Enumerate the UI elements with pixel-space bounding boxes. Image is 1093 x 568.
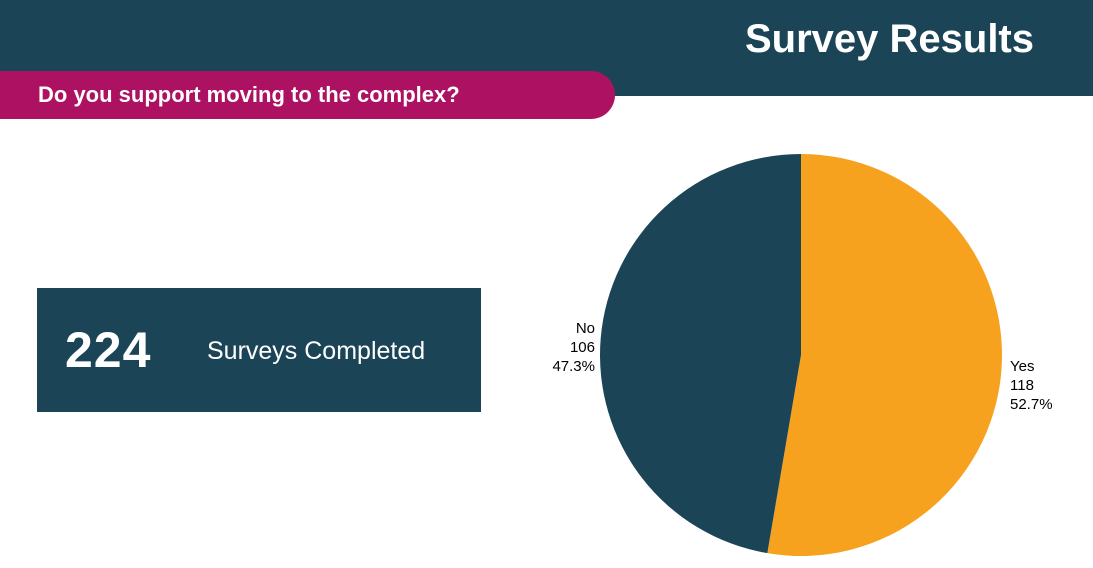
page-title: Survey Results	[744, 17, 1034, 61]
surveys-count: 224	[65, 322, 152, 378]
question-banner: Do you support moving to the complex?	[0, 71, 615, 119]
surveys-completed-card: 224 Surveys Completed	[37, 288, 481, 412]
pie-slice-no	[600, 154, 801, 554]
slice-label-yes: Yes 118 52.7%	[1010, 358, 1053, 413]
pie-labels: Yes 118 52.7% No 106 47.3%	[552, 320, 1052, 413]
pie-slice-yes	[767, 154, 1002, 556]
pie-slices	[600, 154, 1002, 556]
surveys-label: Surveys Completed	[207, 337, 426, 365]
slice-label-no: No 106 47.3%	[552, 320, 595, 375]
question-text: Do you support moving to the complex?	[38, 82, 460, 107]
